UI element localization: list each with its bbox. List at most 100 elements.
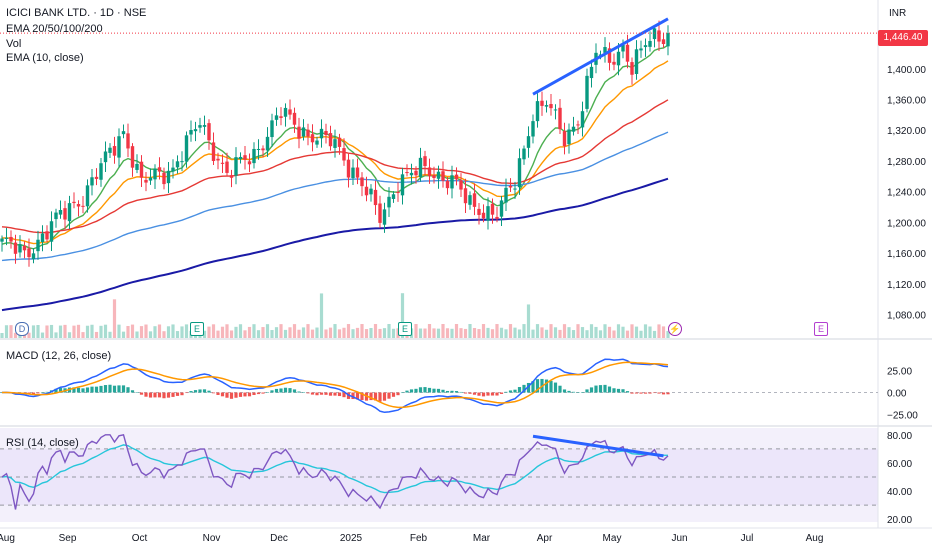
volume-bar <box>661 326 666 338</box>
volume-bar <box>333 324 337 338</box>
candle-body <box>0 238 4 242</box>
candle-body <box>472 193 477 207</box>
macd-histogram-bar <box>148 392 153 398</box>
volume-bar <box>153 326 157 338</box>
candle-body <box>580 111 585 128</box>
candle-body <box>310 134 315 143</box>
volume-bar <box>477 329 481 338</box>
macd-histogram-bar <box>76 387 81 393</box>
macd-histogram-bar <box>553 382 558 393</box>
volume-bar <box>144 324 148 338</box>
macd-histogram-bar <box>603 384 607 393</box>
macd-histogram-bar <box>337 392 342 397</box>
time-tick-label: Oct <box>132 533 148 544</box>
candle-body <box>189 130 193 135</box>
earnings-marker-upcoming[interactable]: E <box>814 322 828 336</box>
volume-bar <box>171 324 175 338</box>
macd-histogram-bar <box>54 388 58 393</box>
volume-bar <box>481 324 486 338</box>
macd-histogram-bar <box>94 386 99 393</box>
volume-bar <box>297 329 301 338</box>
volume-bar <box>306 324 310 338</box>
volume-bar <box>166 326 171 338</box>
candle-body <box>45 231 49 240</box>
candle-body <box>265 136 270 151</box>
macd-histogram-bar <box>81 388 85 393</box>
macd-histogram-bar <box>567 390 571 393</box>
candle-body <box>58 210 63 215</box>
ema-line-200 <box>1 177 669 312</box>
candle-body <box>571 126 576 132</box>
earnings-marker[interactable]: E <box>190 322 204 336</box>
candle-body <box>198 125 202 128</box>
volume-bar <box>94 331 99 338</box>
volume-bar <box>180 326 184 338</box>
macd-histogram-bar <box>229 392 234 399</box>
macd-histogram-bar <box>459 391 463 393</box>
macd-histogram-bar <box>261 392 265 394</box>
time-tick-label: Apr <box>537 533 553 544</box>
candle-body <box>130 146 135 168</box>
candle-body <box>18 244 22 253</box>
volume-bar <box>531 329 535 338</box>
dividend-marker[interactable]: D <box>15 322 29 336</box>
macd-histogram-bar <box>184 392 189 394</box>
candle-body <box>630 62 634 75</box>
candle-body <box>346 159 351 178</box>
candle-body <box>211 142 216 162</box>
rsi-title[interactable]: RSI (14, close) <box>6 437 79 449</box>
candle-body <box>283 107 288 117</box>
volume-legend[interactable]: Vol <box>6 38 22 50</box>
candle-body <box>481 212 486 219</box>
macd-histogram-bar <box>423 387 427 393</box>
volume-bar <box>175 331 180 338</box>
macd-histogram-bar <box>661 392 666 395</box>
candle-body <box>315 140 319 145</box>
macd-histogram-bar <box>549 380 553 393</box>
volume-bar <box>256 330 261 338</box>
volume-bar <box>310 329 315 338</box>
candle-body <box>612 61 616 65</box>
volume-bar <box>76 324 81 338</box>
volume-bar <box>252 324 256 338</box>
ema-legend[interactable]: EMA 20/50/100/200 <box>6 23 103 35</box>
macd-histogram-bar <box>36 392 40 394</box>
volume-bar <box>652 330 657 338</box>
candle-body <box>148 177 153 181</box>
volume-bar <box>414 324 418 338</box>
volume-bar <box>499 327 504 338</box>
macd-title[interactable]: MACD (12, 26, close) <box>6 350 112 362</box>
macd-histogram-bar <box>450 390 454 393</box>
volume-bar <box>315 327 319 338</box>
macd-histogram-bar <box>495 392 499 396</box>
candle-body <box>607 48 612 63</box>
earnings-marker[interactable]: E <box>398 322 412 336</box>
candle-body <box>531 121 535 137</box>
candle-body <box>562 131 567 147</box>
volume-bar <box>526 304 531 338</box>
candle-body <box>40 233 45 243</box>
volume-bar <box>319 293 324 338</box>
candle-body <box>72 201 76 204</box>
volume-bar <box>400 293 405 338</box>
macd-histogram-bar <box>90 386 94 393</box>
candle-body <box>414 170 418 176</box>
macd-histogram-bar <box>288 388 292 393</box>
candle-body <box>49 221 54 242</box>
candle-body <box>274 115 279 120</box>
symbol-title[interactable]: ICICI BANK LTD. · 1D · NSE <box>6 7 147 19</box>
volume-bar <box>490 329 495 338</box>
macd-histogram-bar <box>198 389 202 393</box>
macd-histogram-bar <box>328 392 333 396</box>
time-tick-label: Aug <box>806 533 824 544</box>
event-flash-icon[interactable]: ⚡ <box>668 322 682 336</box>
macd-histogram-bar <box>562 389 567 393</box>
candle-body <box>94 176 99 179</box>
ema10-legend[interactable]: EMA (10, close) <box>6 52 84 64</box>
macd-histogram-bar <box>630 392 634 394</box>
volume-bar <box>436 328 441 338</box>
volume-bar <box>216 330 220 338</box>
volume-bar <box>135 331 139 338</box>
volume-bar <box>585 330 589 338</box>
